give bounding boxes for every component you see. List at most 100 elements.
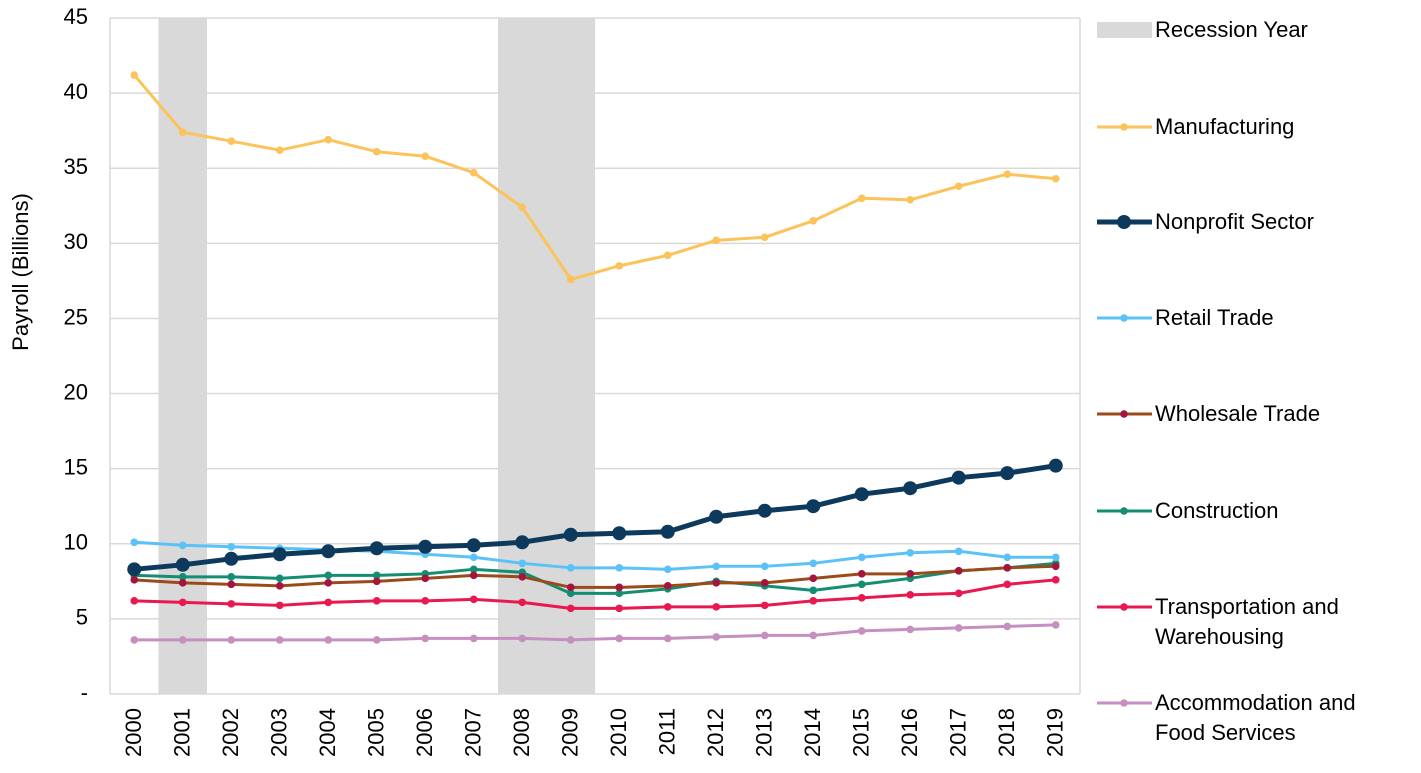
data-point xyxy=(1003,580,1012,589)
data-point xyxy=(906,625,915,634)
data-point xyxy=(615,262,624,270)
data-point xyxy=(712,579,721,587)
data-point xyxy=(272,547,287,562)
recession-band xyxy=(498,18,547,694)
data-point xyxy=(421,152,430,161)
data-point xyxy=(130,538,139,547)
x-tick-label: 2017 xyxy=(946,708,971,757)
data-point xyxy=(178,598,187,607)
data-point xyxy=(1003,553,1012,562)
data-point xyxy=(906,591,915,599)
legend-label: Recession Year xyxy=(1155,17,1308,42)
data-point xyxy=(469,634,478,643)
data-point xyxy=(518,573,527,581)
y-tick-label: 45 xyxy=(64,4,88,29)
x-tick-label: 2006 xyxy=(412,708,437,757)
data-point xyxy=(227,542,236,551)
x-tick-label: 2014 xyxy=(800,708,825,757)
x-tick-label: 2009 xyxy=(558,708,583,757)
data-point xyxy=(615,564,624,572)
x-tick-label: 2011 xyxy=(655,708,680,755)
data-point xyxy=(906,195,915,204)
data-point xyxy=(324,135,333,144)
data-point xyxy=(615,604,624,613)
data-point xyxy=(906,570,915,578)
data-point xyxy=(466,538,481,553)
data-point xyxy=(1051,621,1060,629)
y-tick-label: 15 xyxy=(64,454,88,479)
y-tick-label: 5 xyxy=(76,605,88,630)
data-point xyxy=(369,541,384,556)
data-point xyxy=(566,604,575,613)
data-point xyxy=(615,589,624,598)
data-point xyxy=(566,589,575,598)
legend-label: Wholesale Trade xyxy=(1155,401,1321,426)
data-point xyxy=(421,597,430,605)
legend-marker xyxy=(1120,699,1128,707)
data-point xyxy=(806,499,821,514)
data-point xyxy=(469,565,478,574)
data-point xyxy=(224,551,239,566)
data-point xyxy=(469,595,478,604)
data-point xyxy=(760,631,769,640)
y-tick-label: 30 xyxy=(64,229,88,254)
x-tick-label: 2005 xyxy=(364,708,389,757)
x-tick-label: 2019 xyxy=(1043,708,1068,757)
data-point xyxy=(275,636,284,644)
data-point xyxy=(954,567,963,575)
data-point xyxy=(809,559,818,568)
data-point xyxy=(857,553,866,562)
data-point xyxy=(951,470,966,485)
series-line xyxy=(134,564,1056,589)
data-point xyxy=(324,571,333,580)
data-point xyxy=(1003,564,1012,572)
x-tick-label: 2001 xyxy=(170,708,195,757)
x-tick-label: 2018 xyxy=(994,708,1019,757)
data-point xyxy=(469,553,478,562)
data-point xyxy=(760,579,769,587)
series-line xyxy=(134,623,1056,642)
data-point xyxy=(566,275,575,284)
data-point xyxy=(663,251,672,260)
data-point xyxy=(760,233,769,242)
data-point xyxy=(518,598,527,607)
data-point xyxy=(854,487,869,502)
data-point xyxy=(518,559,527,568)
data-point xyxy=(518,634,527,643)
legend-label: Nonprofit Sector xyxy=(1155,209,1314,234)
y-axis-label: Payroll (Billions) xyxy=(8,193,33,351)
data-point xyxy=(857,580,866,589)
data-point xyxy=(660,524,675,539)
legend-label: Construction xyxy=(1155,498,1279,523)
grid xyxy=(110,17,1080,695)
legend-label: Retail Trade xyxy=(1155,305,1274,330)
data-point xyxy=(857,627,866,635)
y-tick-label: 20 xyxy=(64,379,88,404)
data-point xyxy=(857,194,866,203)
data-point xyxy=(809,631,818,640)
data-point xyxy=(227,580,236,589)
data-point xyxy=(421,634,430,643)
data-point xyxy=(954,624,963,632)
data-point xyxy=(906,548,915,557)
data-point xyxy=(615,634,624,643)
data-point xyxy=(954,589,963,598)
x-tick-label: 2003 xyxy=(267,708,292,757)
x-tick-label: 2012 xyxy=(703,708,728,757)
series-line xyxy=(134,578,1056,610)
data-point xyxy=(372,577,381,586)
data-point xyxy=(809,217,818,225)
data-point xyxy=(663,565,672,574)
data-point xyxy=(515,535,530,550)
data-point xyxy=(178,128,187,136)
data-point xyxy=(1051,174,1060,183)
x-tick-label: 2016 xyxy=(897,708,922,757)
legend-marker xyxy=(1120,123,1128,131)
data-point xyxy=(566,636,575,644)
data-point xyxy=(178,541,187,550)
legend-marker xyxy=(1120,603,1128,611)
y-tick-label: 10 xyxy=(64,530,88,555)
data-point xyxy=(372,597,381,605)
data-point xyxy=(227,573,236,581)
